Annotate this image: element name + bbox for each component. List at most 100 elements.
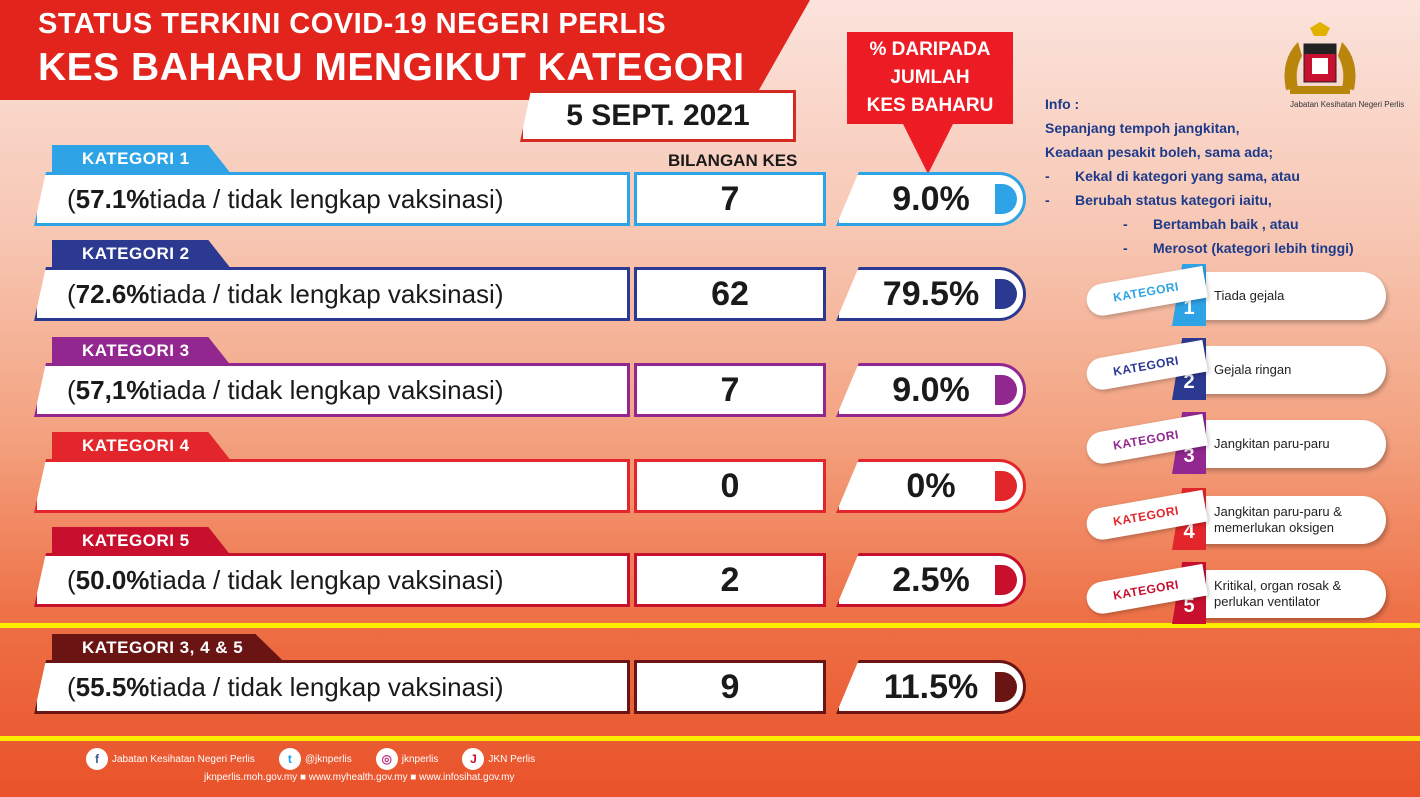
instagram-link[interactable]: ◎ jknperlis — [375, 748, 439, 770]
twitter-icon: t — [278, 748, 301, 770]
category-3-description: ( 57,1% tiada / tidak lengkap vaksinasi) — [34, 363, 630, 417]
separator-line — [0, 623, 1420, 628]
pct-value: 9.0% — [892, 370, 970, 409]
pct-knob-icon — [995, 672, 1017, 702]
pct-value: 9.0% — [892, 179, 970, 218]
category-3-label: KATEGORI 3 — [52, 337, 230, 364]
jkn-link[interactable]: J JKN Perlis — [462, 748, 535, 770]
info-panel: Info : Sepanjang tempoh jangkitan, Keada… — [1045, 92, 1354, 260]
pct-knob-icon — [995, 565, 1017, 595]
category-1-description: ( 57.1% tiada / tidak lengkap vaksinasi) — [34, 172, 630, 226]
facebook-link[interactable]: f Jabatan Kesihatan Negeri Perlis — [86, 748, 255, 770]
facebook-text: Jabatan Kesihatan Negeri Perlis — [112, 753, 255, 765]
unvax-pct: 57.1% — [75, 183, 150, 214]
legend-desc: Jangkitan paru-paru & memerlukan oksigen — [1196, 496, 1386, 544]
category-1-label: KATEGORI 1 — [52, 145, 230, 172]
category-1-pct: 9.0% — [836, 172, 1026, 226]
pct-value: 0% — [906, 466, 956, 505]
pct-column-header: % DARIPADA JUMLAH KES BAHARU — [847, 32, 1013, 124]
info-line-1: Sepanjang tempoh jangkitan, — [1045, 120, 1240, 136]
date-text: 5 SEPT. 2021 — [566, 99, 750, 132]
unvax-pct: 57,1% — [75, 374, 150, 405]
category-5-pct: 2.5% — [836, 553, 1026, 607]
desc-prefix: ( — [67, 183, 76, 214]
instagram-icon: ◎ — [375, 748, 398, 770]
pct-header-line-2: JUMLAH — [890, 67, 970, 88]
legend-item-4: Jangkitan paru-paru & memerlukan oksigen… — [1084, 488, 1386, 550]
category-5-count: 2 — [634, 553, 826, 607]
unvax-pct: 55.5% — [75, 671, 150, 702]
pct-knob-icon — [995, 279, 1017, 309]
category-345-pct: 11.5% — [836, 660, 1026, 714]
category-3-count: 7 — [634, 363, 826, 417]
jkn-logo-icon: J — [462, 748, 485, 770]
page-subtitle: STATUS TERKINI COVID-19 NEGERI PERLIS — [38, 8, 667, 40]
category-4-count: 0 — [634, 459, 826, 513]
dash: - — [1123, 216, 1128, 232]
legend-desc: Gejala ringan — [1196, 346, 1386, 394]
coat-of-arms-icon — [1284, 22, 1356, 94]
category-4-description — [34, 459, 630, 513]
category-2-label: KATEGORI 2 — [52, 240, 230, 267]
pct-header-arrow-icon — [902, 122, 954, 174]
category-2-pct: 79.5% — [836, 267, 1026, 321]
category-3-pct: 9.0% — [836, 363, 1026, 417]
category-345-count: 9 — [634, 660, 826, 714]
category-1-count: 7 — [634, 172, 826, 226]
info-sub-2: - Merosot (kategori lebih tinggi) — [1045, 236, 1354, 260]
pct-knob-icon — [995, 375, 1017, 405]
category-4-label: KATEGORI 4 — [52, 432, 230, 459]
dash: - — [1045, 168, 1050, 184]
pct-value: 11.5% — [883, 667, 979, 706]
pct-value: 79.5% — [882, 274, 980, 313]
jkn-text: JKN Perlis — [488, 753, 536, 765]
date-box: 5 SEPT. 2021 — [520, 90, 796, 142]
pct-header-line-1: % DARIPADA — [869, 39, 991, 60]
pct-knob-icon — [995, 184, 1017, 214]
category-345-label: KATEGORI 3, 4 & 5 — [52, 634, 284, 661]
category-4-pct: 0% — [836, 459, 1026, 513]
bullet-text: Berubah status kategori iaitu, — [1075, 192, 1272, 208]
category-345-description: (55.5% tiada / tidak lengkap vaksinasi) — [34, 660, 630, 714]
info-sub-1: - Bertambah baik , atau — [1045, 212, 1354, 236]
legend-desc: Tiada gejala — [1196, 272, 1386, 320]
desc-prefix: ( — [67, 278, 76, 309]
legend-item-1: Tiada gejala 1 KATEGORI — [1084, 264, 1386, 326]
info-bullet-2: - Berubah status kategori iaitu, — [1045, 188, 1354, 212]
page-title: KES BAHARU MENGIKUT KATEGORI — [38, 46, 745, 89]
agency-caption: Jabatan Kesihatan Negeri Perlis — [1290, 100, 1405, 109]
footer-social: f Jabatan Kesihatan Negeri Perlis t @jknpe… — [86, 748, 549, 770]
pct-knob-icon — [995, 471, 1017, 501]
desc-suffix: tiada / tidak lengkap vaksinasi) — [149, 278, 504, 309]
instagram-text: jknperlis — [401, 753, 439, 765]
desc-suffix: tiada / tidak lengkap vaksinasi) — [149, 564, 504, 595]
category-2-count: 62 — [634, 267, 826, 321]
info-bullet-1: - Kekal di kategori yang sama, atau — [1045, 164, 1354, 188]
info-title: Info : — [1045, 96, 1080, 112]
header-band — [0, 0, 810, 100]
pct-value: 2.5% — [892, 560, 970, 599]
category-2-description: ( 72.6% tiada / tidak lengkap vaksinasi) — [34, 267, 630, 321]
bullet-text: Kekal di kategori yang sama, atau — [1075, 168, 1300, 184]
twitter-link[interactable]: t @jknperlis — [278, 748, 352, 770]
dash: - — [1123, 240, 1128, 256]
footer-links[interactable]: jknperlis.moh.gov.my ■ www.myhealth.gov.… — [204, 772, 515, 783]
legend-item-5: Kritikal, organ rosak & perlukan ventila… — [1084, 562, 1386, 624]
legend-desc: Jangkitan paru-paru — [1196, 420, 1386, 468]
desc-suffix: tiada / tidak lengkap vaksinasi) — [149, 671, 504, 702]
unvax-pct: 50.0% — [75, 564, 150, 595]
unvax-pct: 72.6% — [75, 278, 150, 309]
dash: - — [1045, 192, 1050, 208]
count-column-header: BILANGAN KES — [668, 151, 798, 170]
desc-prefix: ( — [67, 671, 76, 702]
desc-prefix: ( — [67, 374, 76, 405]
pct-header-line-3: KES BAHARU — [866, 95, 994, 116]
sub-text: Merosot (kategori lebih tinggi) — [1153, 240, 1354, 256]
desc-suffix: tiada / tidak lengkap vaksinasi) — [149, 374, 504, 405]
legend-desc: Kritikal, organ rosak & perlukan ventila… — [1196, 570, 1386, 618]
info-line-2: Keadaan pesakit boleh, sama ada; — [1045, 144, 1273, 160]
separator-line — [0, 736, 1420, 741]
facebook-icon: f — [86, 748, 108, 770]
legend-item-3: Jangkitan paru-paru 3 KATEGORI — [1084, 412, 1386, 474]
category-5-label: KATEGORI 5 — [52, 527, 230, 554]
